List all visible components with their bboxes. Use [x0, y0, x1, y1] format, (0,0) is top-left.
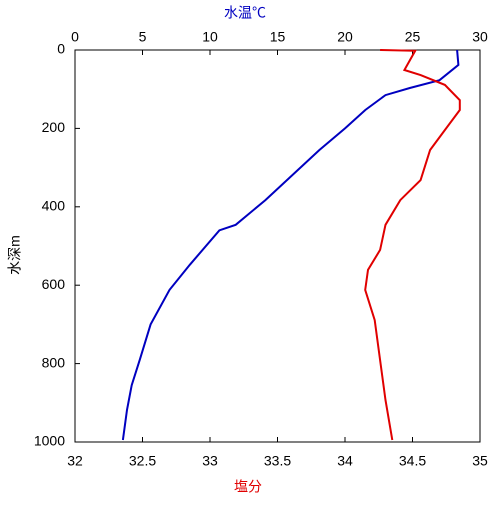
y-tick-label: 200: [42, 119, 66, 135]
y-tick-label: 0: [57, 41, 65, 57]
x-top-tick-label: 25: [405, 29, 421, 45]
profile-line: [121, 49, 460, 441]
y-tick-label: 400: [42, 198, 66, 214]
x-bottom-tick-label: 34: [337, 453, 353, 469]
x-top-label: 水温℃: [224, 5, 266, 21]
x-bottom-label: 塩分: [234, 479, 262, 495]
x-bottom-tick-label: 34.5: [399, 453, 426, 469]
y-tick-label: 1000: [34, 433, 65, 449]
x-bottom-tick-label: 33.5: [264, 453, 291, 469]
x-bottom-tick-label: 33: [202, 453, 218, 469]
x-bottom-tick-label: 32: [67, 453, 83, 469]
y-label: 水深m: [7, 235, 23, 275]
x-top-tick-label: 5: [139, 29, 147, 45]
x-top-tick-label: 20: [337, 29, 353, 45]
x-top-tick-label: 10: [202, 29, 218, 45]
x-top-tick-label: 15: [270, 29, 286, 45]
profile-line: [364, 49, 461, 441]
x-top-tick-label: 30: [472, 29, 488, 45]
plot-frame: [74, 49, 481, 443]
y-tick-label: 600: [42, 276, 66, 292]
y-tick-label: 800: [42, 354, 66, 370]
x-bottom-tick-label: 32.5: [129, 453, 156, 469]
x-bottom-tick-label: 35: [472, 453, 488, 469]
x-top-tick-label: 0: [71, 29, 79, 45]
